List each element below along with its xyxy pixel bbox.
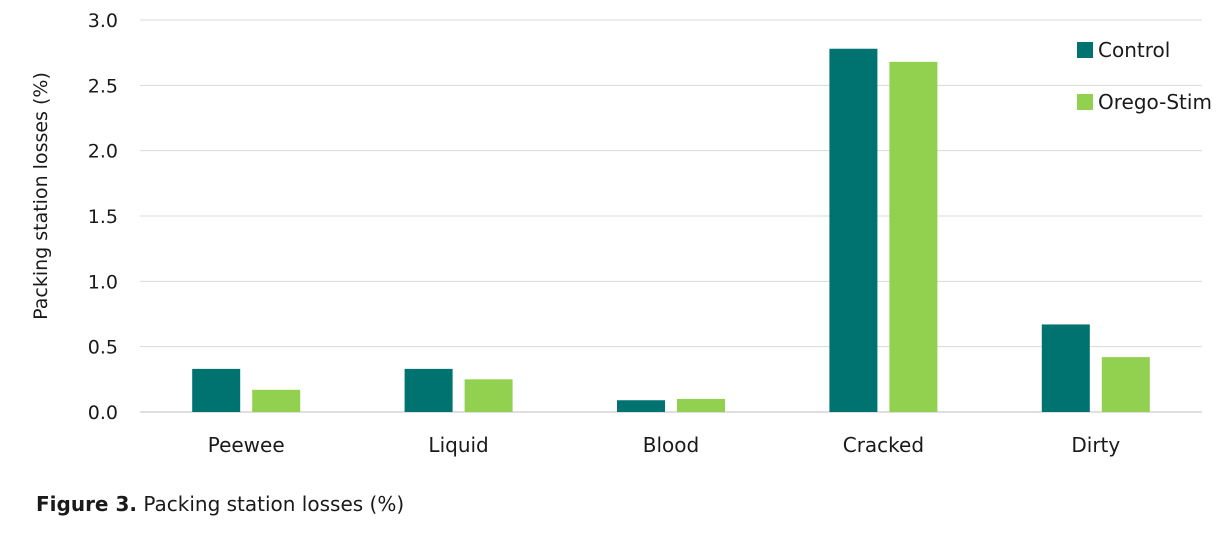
x-axis-categories: Peewee Liquid Blood Cracked Dirty — [208, 433, 1121, 457]
x-category-label: Blood — [643, 433, 699, 457]
x-category-label: Cracked — [843, 433, 924, 457]
caption-text: Packing station losses (%) — [136, 492, 405, 516]
bar-orego-stim-cracked — [889, 61, 938, 413]
y-tick-label: 3.0 — [88, 10, 118, 32]
bar-control-liquid — [404, 368, 453, 412]
y-tick-label: 2.0 — [88, 141, 118, 163]
x-category-label: Liquid — [428, 433, 488, 457]
bar-orego-stim-liquid — [464, 379, 513, 412]
legend-swatch — [1077, 42, 1093, 58]
y-tick-label: 2.5 — [88, 75, 118, 97]
y-tick-label: 0.5 — [88, 337, 118, 359]
legend: Control Orego-Stim — [1077, 38, 1212, 114]
legend-label: Orego-Stim — [1098, 90, 1212, 114]
bar-orego-stim-peewee — [252, 389, 301, 412]
bar-control-peewee — [192, 368, 241, 412]
gridlines — [140, 19, 1202, 413]
bar-orego-stim-dirty — [1101, 357, 1150, 412]
y-tick-label: 1.0 — [88, 271, 118, 293]
legend-swatch — [1077, 94, 1093, 110]
figure-caption: Figure 3. Packing station losses (%) — [36, 492, 404, 516]
legend-label: Control — [1098, 38, 1170, 62]
y-tick-label: 1.5 — [88, 206, 118, 228]
x-category-label: Dirty — [1071, 433, 1120, 457]
bar-control-dirty — [1041, 324, 1090, 412]
y-axis-ticks: 0.0 0.5 1.0 1.5 2.0 2.5 3.0 — [88, 10, 118, 424]
y-tick-label: 0.0 — [88, 402, 118, 424]
y-axis-title: Packing station losses (%) — [30, 72, 52, 320]
bar-control-cracked — [829, 48, 878, 412]
bar-orego-stim-blood — [677, 398, 725, 412]
bars — [192, 48, 1150, 413]
bar-control-blood — [617, 400, 665, 412]
x-category-label: Peewee — [208, 433, 285, 457]
bar-chart: 0.0 0.5 1.0 1.5 2.0 2.5 3.0 Peewee Liquid Blood C… — [30, 10, 1212, 457]
caption-prefix: Figure 3. — [36, 492, 137, 516]
